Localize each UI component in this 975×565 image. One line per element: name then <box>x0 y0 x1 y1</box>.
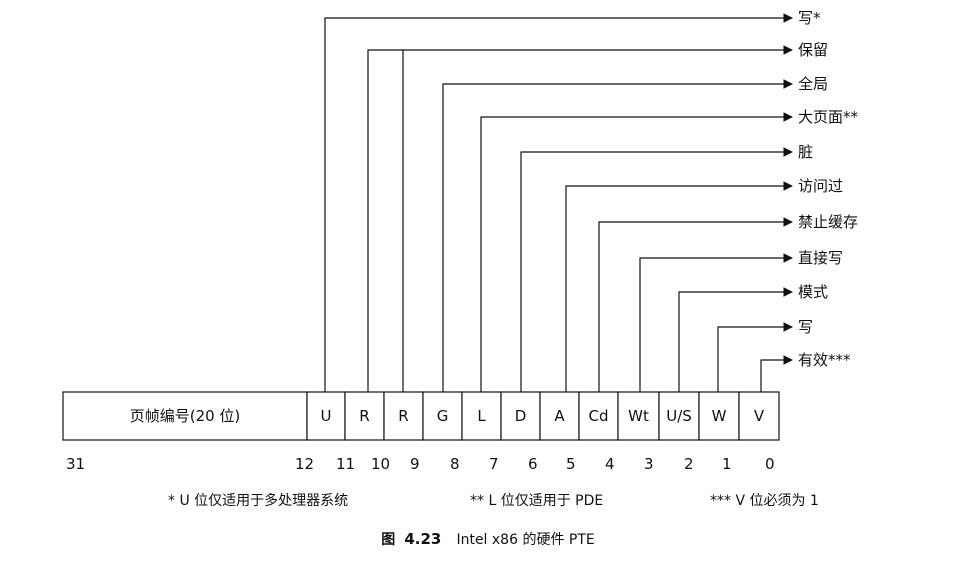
leader-line-12 <box>760 355 793 392</box>
pte-cell-5 <box>461 391 502 441</box>
figure-number: 4.23 <box>404 530 441 548</box>
pte-cell-label-11: W <box>712 407 727 425</box>
pte-register: 页帧编号(20 位) U R R G L D A Cd Wt U/S W V <box>62 391 780 441</box>
pte-cell-label-12: V <box>754 407 765 425</box>
field-desc-4: 全局 <box>798 75 828 93</box>
field-desc-5: 大页面** <box>798 108 859 126</box>
leader-line-9 <box>639 253 793 392</box>
pte-cell-4 <box>422 391 463 441</box>
figure-caption: 图 4.23 Intel x86 的硬件 PTE <box>381 529 595 548</box>
leader-line-11 <box>717 322 793 392</box>
pte-cell-9 <box>617 391 660 441</box>
leader-line-7 <box>565 181 793 392</box>
bit-number-11: 11 <box>336 455 355 473</box>
leader-line-4 <box>442 79 793 392</box>
pte-cell-7 <box>539 391 580 441</box>
pte-cell-2 <box>344 391 385 441</box>
footnote-u: * U 位仅适用于多处理器系统 <box>168 492 348 509</box>
pte-cell-label-8: Cd <box>589 407 609 425</box>
pte-cell-label-1: U <box>321 407 332 425</box>
field-desc-7: 访问过 <box>798 177 843 195</box>
field-leader-lines <box>324 13 793 392</box>
field-desc-6: 脏 <box>798 143 813 161</box>
bit-numbers: 31 12 11 10 9 8 7 6 5 4 3 2 1 0 <box>66 455 775 473</box>
footnote-l: ** L 位仅适用于 PDE <box>470 493 603 509</box>
figure-title: Intel x86 的硬件 PTE <box>456 532 594 548</box>
pte-cell-label-6: D <box>515 407 527 425</box>
field-desc-1: 写* <box>798 9 821 27</box>
pte-cell-label-2: R <box>359 407 369 425</box>
bit-number-1: 1 <box>722 455 732 473</box>
pte-cell-6 <box>500 391 541 441</box>
field-desc-9: 直接写 <box>798 249 843 267</box>
field-desc-2: 保留 <box>798 41 828 59</box>
leader-line-1 <box>324 13 793 392</box>
pte-cell-8 <box>578 391 619 441</box>
field-desc-11: 写 <box>798 318 813 336</box>
bit-number-2: 2 <box>684 455 694 473</box>
footnote-v: *** V 位必须为 1 <box>710 493 819 509</box>
pte-cell-12 <box>738 391 780 441</box>
pte-cell-label-3: R <box>398 407 408 425</box>
leader-line-8 <box>598 217 793 392</box>
bit-number-12: 12 <box>295 455 314 473</box>
pte-cell-label-7: A <box>554 407 565 425</box>
leader-line-6 <box>520 147 793 392</box>
pte-cell-11 <box>698 391 740 441</box>
pte-cell-label-0: 页帧编号(20 位) <box>130 407 241 425</box>
bit-number-3: 3 <box>644 455 654 473</box>
pte-cell-1 <box>306 391 346 441</box>
bit-number-5: 5 <box>566 455 576 473</box>
field-desc-12: 有效*** <box>798 351 851 369</box>
figure-prefix: 图 <box>381 532 395 548</box>
pte-cell-label-4: G <box>437 407 449 425</box>
bit-number-9: 9 <box>410 455 420 473</box>
pte-cell-label-5: L <box>477 407 486 425</box>
pte-cell-label-10: U/S <box>666 407 692 425</box>
bit-number-8: 8 <box>450 455 460 473</box>
bit-number-7: 7 <box>489 455 499 473</box>
leader-line-5 <box>480 112 793 392</box>
bit-number-10: 10 <box>371 455 390 473</box>
bit-number-0: 0 <box>765 455 775 473</box>
leader-line-10 <box>678 287 793 392</box>
field-desc-10: 模式 <box>798 283 828 301</box>
pte-cell-label-9: Wt <box>628 407 649 425</box>
bit-number-31: 31 <box>66 455 85 473</box>
field-desc-8: 禁止缓存 <box>798 213 858 231</box>
bit-number-6: 6 <box>528 455 538 473</box>
pte-cell-0 <box>62 391 308 441</box>
bit-number-4: 4 <box>605 455 615 473</box>
leader-line-2 <box>367 45 793 392</box>
